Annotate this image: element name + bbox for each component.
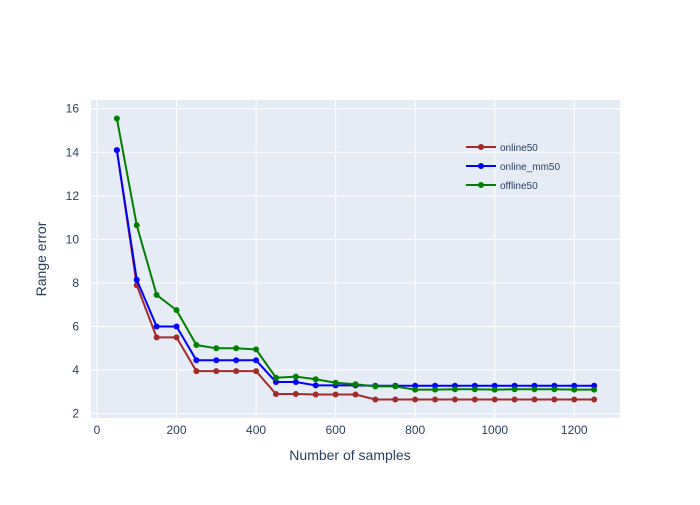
data-point[interactable] (292, 373, 299, 380)
y-tick-label: 12 (66, 189, 80, 203)
x-tick-label: 400 (246, 423, 266, 437)
series-online50[interactable] (113, 147, 598, 403)
data-point[interactable] (153, 323, 160, 330)
data-point[interactable] (392, 383, 399, 390)
data-point[interactable] (451, 386, 458, 393)
data-point[interactable] (253, 357, 260, 364)
data-point[interactable] (571, 386, 578, 393)
legend-item[interactable]: online_mm50 (466, 162, 560, 173)
legend-label: online_mm50 (500, 162, 560, 173)
data-point[interactable] (213, 357, 220, 364)
data-point[interactable] (153, 291, 160, 298)
y-tick-label: 14 (66, 145, 80, 159)
data-point[interactable] (312, 376, 319, 383)
legend-swatch-marker (478, 182, 484, 188)
y-tick-label: 10 (66, 232, 80, 246)
data-point[interactable] (292, 379, 299, 386)
data-point[interactable] (352, 391, 359, 398)
data-point[interactable] (451, 396, 458, 403)
data-point[interactable] (193, 368, 200, 375)
data-point[interactable] (332, 391, 339, 398)
data-point[interactable] (253, 368, 260, 375)
legend[interactable]: online50 online_mm50 offline50 (466, 143, 560, 192)
legend-swatch-marker (478, 144, 484, 150)
series-offline50[interactable] (113, 115, 598, 393)
x-axis-label: Number of samples (289, 447, 410, 463)
x-tick-label: 200 (166, 423, 186, 437)
y-tick-label: 8 (72, 276, 79, 290)
series-lines (113, 115, 598, 403)
data-point[interactable] (591, 386, 598, 393)
data-point[interactable] (253, 346, 260, 353)
data-point[interactable] (352, 381, 359, 388)
data-point[interactable] (272, 379, 279, 386)
y-tick-label: 4 (72, 363, 79, 377)
x-tick-label: 800 (405, 423, 425, 437)
data-point[interactable] (392, 396, 399, 403)
data-point[interactable] (113, 147, 120, 154)
data-point[interactable] (173, 307, 180, 314)
data-point[interactable] (133, 222, 140, 229)
data-point[interactable] (193, 357, 200, 364)
data-point[interactable] (173, 334, 180, 341)
data-point[interactable] (551, 386, 558, 393)
data-point[interactable] (292, 391, 299, 398)
legend-item[interactable]: offline50 (466, 181, 538, 192)
legend-swatch-marker (478, 163, 484, 169)
x-tick-label: 600 (326, 423, 346, 437)
data-point[interactable] (471, 386, 478, 393)
data-point[interactable] (233, 357, 240, 364)
x-tick-label: 1200 (561, 423, 588, 437)
data-point[interactable] (511, 386, 518, 393)
data-point[interactable] (471, 396, 478, 403)
x-axis-ticks: 0 200 400 600 800 1000 1200 (94, 423, 588, 437)
data-point[interactable] (233, 368, 240, 375)
x-tick-label: 1000 (481, 423, 508, 437)
y-axis-ticks: 2 4 6 8 10 12 14 16 (66, 102, 80, 421)
y-axis-label: Range error (33, 221, 49, 296)
data-point[interactable] (571, 396, 578, 403)
data-point[interactable] (412, 386, 419, 393)
data-point[interactable] (233, 345, 240, 352)
data-point[interactable] (372, 383, 379, 390)
data-point[interactable] (213, 368, 220, 375)
data-point[interactable] (332, 379, 339, 386)
data-point[interactable] (491, 386, 498, 393)
data-point[interactable] (113, 115, 120, 122)
data-point[interactable] (591, 396, 598, 403)
x-tick-label: 0 (94, 423, 101, 437)
legend-label: online50 (500, 143, 538, 154)
data-point[interactable] (432, 386, 439, 393)
data-point[interactable] (312, 391, 319, 398)
data-point[interactable] (551, 396, 558, 403)
data-point[interactable] (173, 323, 180, 330)
data-point[interactable] (372, 396, 379, 403)
data-point[interactable] (511, 396, 518, 403)
y-tick-label: 16 (66, 102, 80, 116)
plot-background (91, 100, 620, 418)
data-point[interactable] (272, 374, 279, 381)
legend-item[interactable]: online50 (466, 143, 538, 154)
data-point[interactable] (272, 391, 279, 398)
gridlines (91, 100, 620, 418)
data-point[interactable] (133, 276, 140, 283)
data-point[interactable] (531, 386, 538, 393)
data-point[interactable] (312, 382, 319, 389)
legend-label: offline50 (500, 181, 538, 192)
data-point[interactable] (213, 345, 220, 352)
data-point[interactable] (193, 342, 200, 349)
data-point[interactable] (531, 396, 538, 403)
y-tick-label: 2 (72, 407, 79, 421)
data-point[interactable] (432, 396, 439, 403)
data-point[interactable] (491, 396, 498, 403)
data-point[interactable] (153, 334, 160, 341)
y-tick-label: 6 (72, 320, 79, 334)
data-point[interactable] (412, 396, 419, 403)
